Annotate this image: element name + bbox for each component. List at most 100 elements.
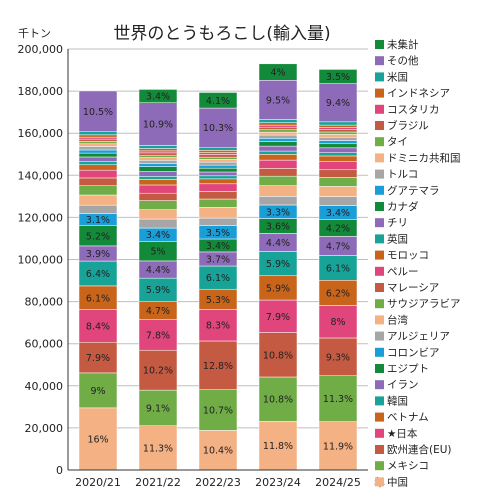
x-axis-ticks: 2020/21 2021/22 2022/23 2023/24 2024/25 xyxy=(75,476,361,489)
legend-swatch xyxy=(375,299,384,309)
bar-segment xyxy=(318,83,358,123)
data-label: 4.2% xyxy=(326,223,350,234)
bar-segment xyxy=(258,175,298,186)
bar-segment xyxy=(318,161,358,171)
legend-item: コスタリカ xyxy=(375,104,440,116)
bar-segment xyxy=(78,134,118,138)
bar-segment xyxy=(258,134,298,139)
legend-label: ★日本 xyxy=(387,427,418,440)
bar-segment xyxy=(198,191,238,200)
bar-segment xyxy=(318,186,358,197)
legend-item: 欧州連合(EU) xyxy=(375,443,452,456)
legend-swatch xyxy=(375,315,384,325)
legend-item: 未集計 xyxy=(375,38,419,51)
data-label: 11.8% xyxy=(263,441,293,452)
bar-segment xyxy=(78,161,118,165)
bar-segment xyxy=(78,164,118,171)
legend-item: トルコ xyxy=(375,169,418,181)
bar-segment xyxy=(138,349,178,391)
bar-segment xyxy=(78,407,118,471)
x-tick-label: 2022/23 xyxy=(195,476,241,489)
bar-segment xyxy=(318,137,358,141)
bar-segment xyxy=(78,372,118,409)
legend-label: 米国 xyxy=(387,70,408,83)
bar-segment xyxy=(138,163,178,167)
bar-segment xyxy=(258,124,298,128)
bar-segment xyxy=(318,196,358,206)
bar-segment xyxy=(78,143,118,147)
bar-segment xyxy=(78,138,118,142)
bar-segment xyxy=(258,168,298,177)
bar-segment xyxy=(138,176,178,180)
legend-label: イラン xyxy=(387,379,419,391)
bar-segment xyxy=(198,198,238,208)
bar-stack: 16% 9% 7.9% 8.4% 6.1% 6.4% 3.9% 5.2% 3.1% 10.5% xyxy=(78,90,118,471)
legend-label: グアテマラ xyxy=(387,184,440,197)
legend-label: コスタリカ xyxy=(387,104,440,116)
bar-segment xyxy=(138,150,178,154)
chart-title: 世界のとうもろこし(輸入量) xyxy=(113,24,330,44)
bar-segment xyxy=(198,159,238,163)
bar-segment xyxy=(78,90,118,132)
x-tick-label: 2020/21 xyxy=(75,476,121,489)
bar-segment xyxy=(138,157,178,161)
y-tick-label: 60,000 xyxy=(25,338,64,351)
legend-item: ドミニカ共和国 xyxy=(375,152,461,164)
legend: 未集計その他米国インドネシアコスタリカブラジルタイドミニカ共和国トルコグアテマラ… xyxy=(375,38,461,488)
bar-segment xyxy=(198,152,238,155)
bar-segment xyxy=(198,156,238,160)
legend-item: アルジェリア xyxy=(375,331,450,343)
data-label: 3.3% xyxy=(266,207,290,218)
data-label: 10.3% xyxy=(203,123,233,134)
data-label: 9.3% xyxy=(326,352,350,363)
bar-segment xyxy=(198,217,238,226)
legend-item: 台湾 xyxy=(375,313,408,326)
bar-segment xyxy=(318,421,358,471)
legend-label: ブラジル xyxy=(387,119,429,132)
bar-segment xyxy=(258,275,298,301)
bar-segment xyxy=(138,102,178,146)
data-label: 3.5% xyxy=(206,228,230,239)
bar-segment xyxy=(138,160,178,164)
data-label: 5.3% xyxy=(206,295,230,306)
bar-segment xyxy=(318,155,358,162)
legend-label: ベトナム xyxy=(387,412,429,424)
data-label: 5.2% xyxy=(86,231,110,242)
legend-swatch xyxy=(375,202,384,211)
bar-segment xyxy=(138,218,178,229)
data-label: 6.4% xyxy=(86,269,110,280)
x-tick-label: 2021/22 xyxy=(135,476,181,489)
legend-item: イラン xyxy=(375,379,419,391)
bar-segment xyxy=(78,169,118,179)
bar-segment xyxy=(78,341,118,374)
bar-stack: 10.4% 10.7% 12.8% 8.3% 5.3% 6.1% 3.7% 3.4% 3.5% 1… xyxy=(198,92,238,471)
legend-label: サウジアラビア xyxy=(387,298,461,310)
legend-swatch xyxy=(375,266,384,276)
bar-segment xyxy=(198,161,238,166)
data-label: 11.9% xyxy=(323,441,353,452)
legend-label: タイ xyxy=(387,136,408,148)
data-label: 8% xyxy=(330,317,345,328)
legend-label: その他 xyxy=(387,54,419,67)
data-label: 4.7% xyxy=(326,241,350,252)
data-label: 6.1% xyxy=(206,273,230,284)
data-label: 10.8% xyxy=(263,350,293,361)
legend-swatch xyxy=(375,428,384,438)
data-label: 4.4% xyxy=(146,265,170,276)
data-label: 7.9% xyxy=(86,353,110,364)
bar-segment xyxy=(258,196,298,206)
bar-segment xyxy=(198,154,238,158)
legend-item: 韓国 xyxy=(375,395,408,407)
legend-label: 未集計 xyxy=(387,38,419,51)
legend-swatch xyxy=(375,477,384,487)
bar-segment xyxy=(318,305,358,339)
legend-label: 韓国 xyxy=(387,395,408,407)
data-label: 12.8% xyxy=(203,361,233,372)
data-label: 6.2% xyxy=(326,288,350,299)
legend-swatch xyxy=(375,445,384,454)
data-label: 6.1% xyxy=(86,293,110,304)
bar-segment xyxy=(258,126,298,130)
data-label: 9.5% xyxy=(266,95,290,106)
bar-stack: 11.9% 11.3% 9.3% 8% 6.2% 6.1% 4.7% 4.2% 3.4% 9.4%… xyxy=(318,69,358,471)
bar-segment xyxy=(78,149,118,154)
